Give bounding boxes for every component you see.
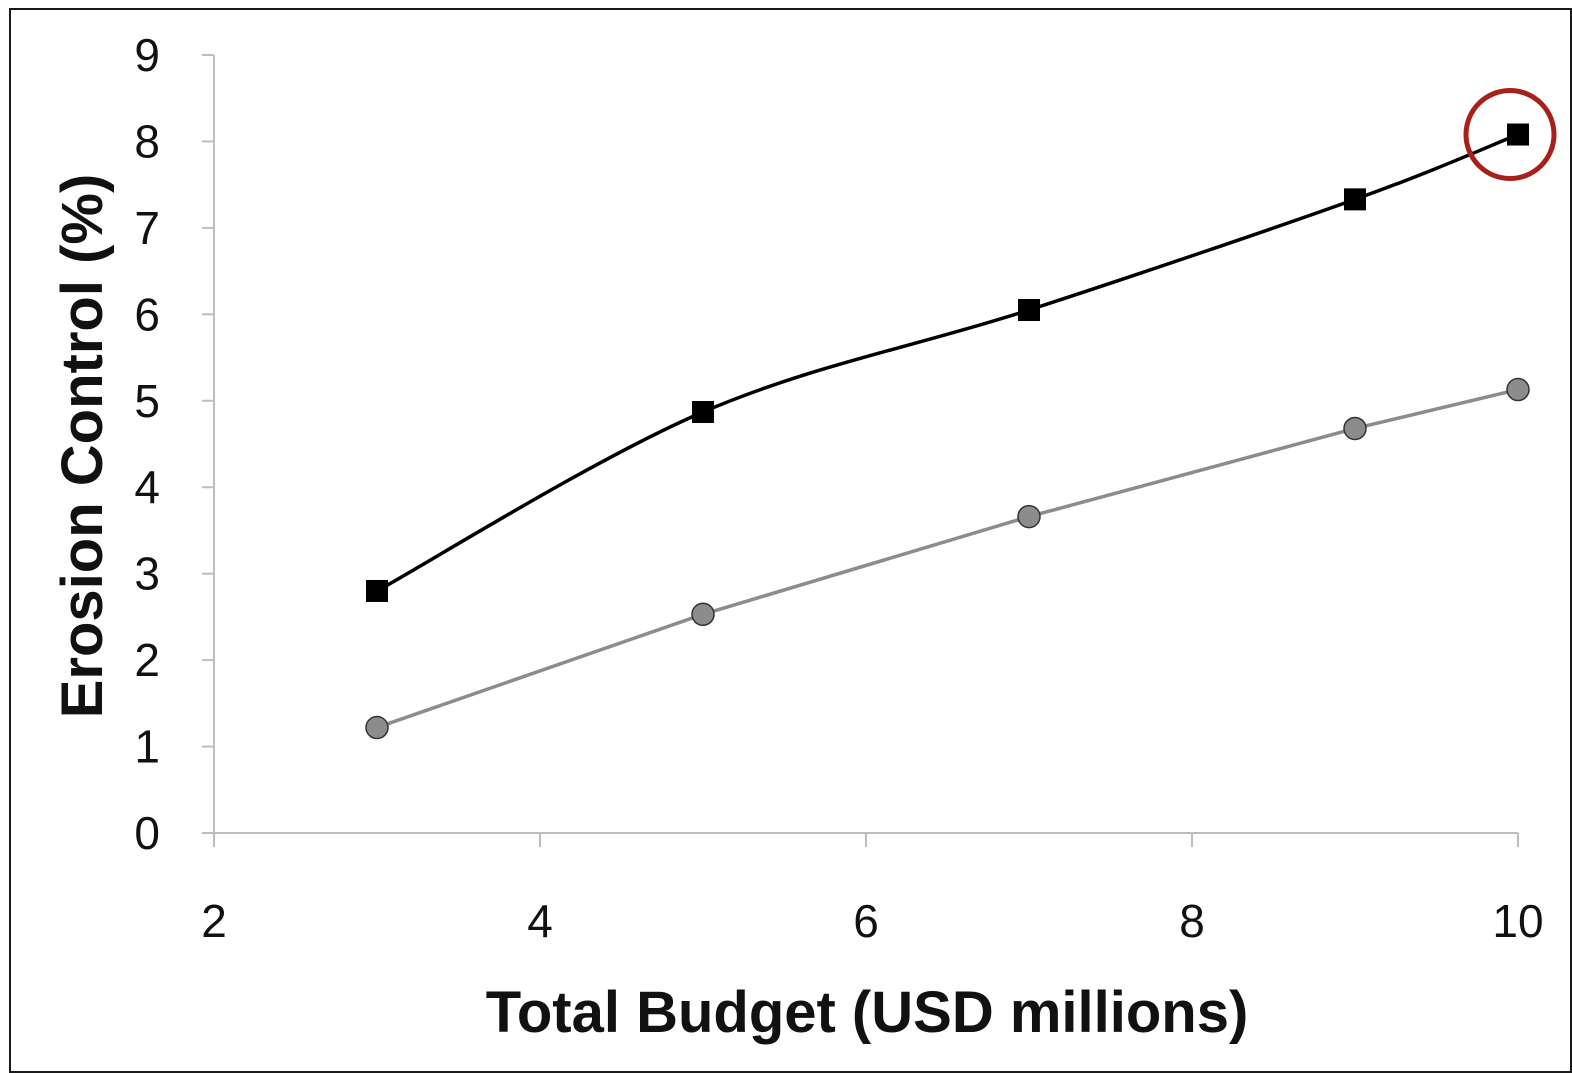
x-tick-label: 4 [527,895,553,947]
series-line [376,387,1519,730]
square-marker [366,579,388,602]
axes [202,54,1519,847]
y-tick-label: 3 [134,548,160,600]
y-tick-label: 0 [134,807,160,859]
circle-marker [1343,416,1367,441]
x-tick-label: 6 [853,895,879,947]
square-marker [1507,123,1529,146]
circle-marker [1017,504,1041,529]
series-1 [365,377,1530,740]
y-tick-label: 1 [134,721,160,773]
y-tick-label: 8 [134,115,160,167]
x-tick-label: 10 [1492,895,1543,947]
highlight-ring [1463,88,1557,182]
square-marker [1344,188,1366,211]
series-0 [366,123,1529,602]
x-tick-label: 2 [201,895,227,947]
highlight-layer [1463,88,1557,182]
x-axis-title: Total Budget (USD millions) [486,980,1249,1045]
square-marker [1018,299,1040,322]
chart-frame [9,8,1572,1073]
y-tick-label: 9 [134,29,160,81]
y-tick-label: 4 [134,461,160,513]
series-line [376,132,1519,593]
circle-marker [365,715,389,740]
square-marker [692,401,714,424]
series-layer [365,123,1530,740]
circle-marker [691,602,715,627]
y-axis-title: Erosion Control (%) [50,174,115,719]
y-tick-label: 6 [134,288,160,340]
y-tick-label: 5 [134,375,160,427]
circle-marker [1506,377,1530,402]
y-tick-label: 7 [134,202,160,254]
y-tick-label: 2 [134,634,160,686]
x-tick-label: 8 [1179,895,1205,947]
tick-labels: 0 1 2 3 4 5 6 7 8 9 2 4 6 8 10 [134,29,1543,947]
